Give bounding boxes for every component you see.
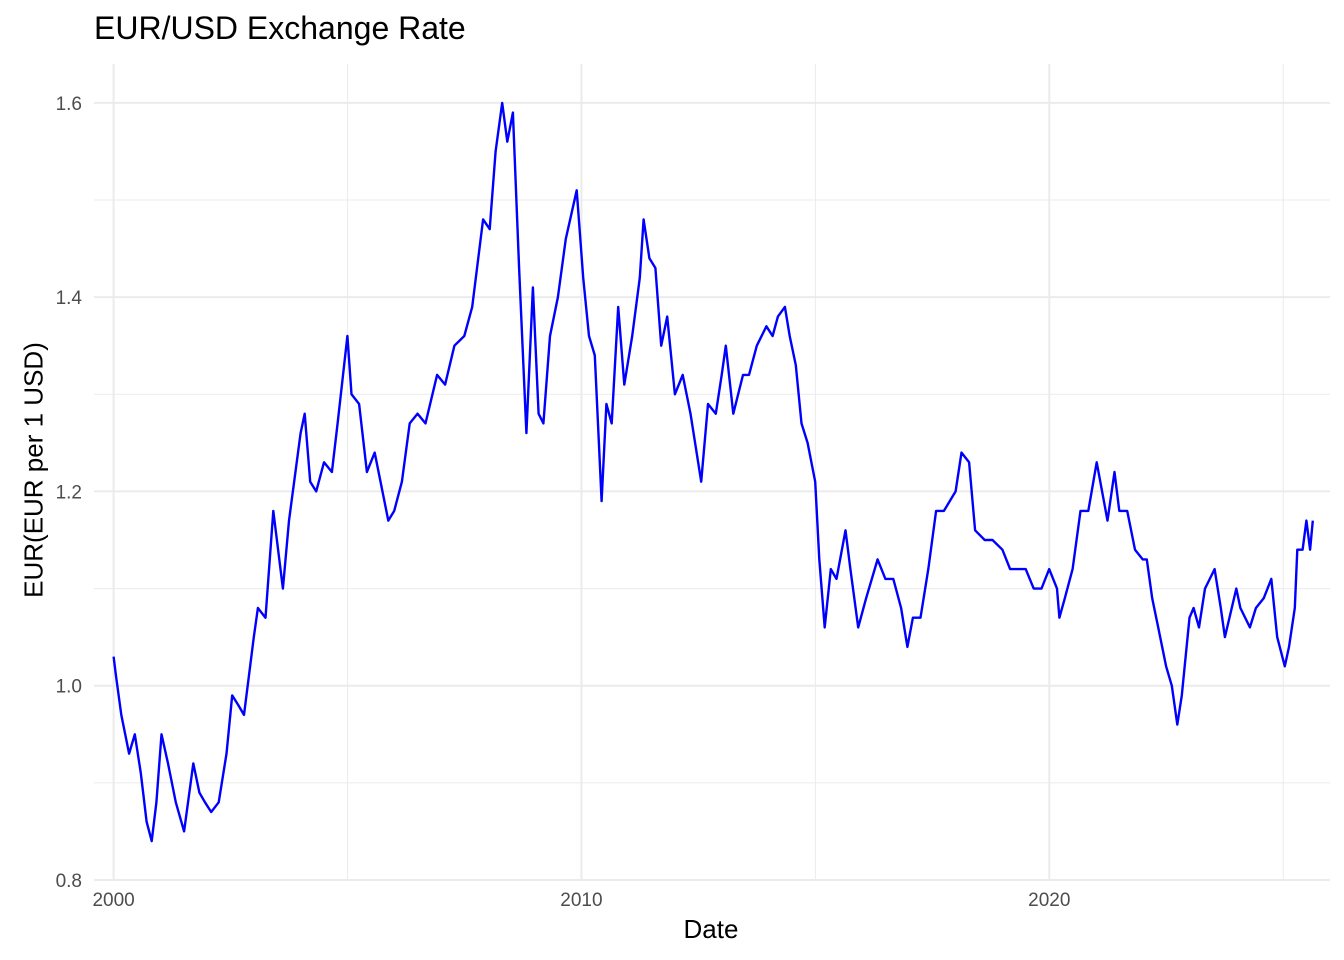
y-tick-label: 0.8 (56, 871, 82, 892)
y-tick-label: 1.0 (56, 677, 82, 698)
y-tick-label: 1.6 (56, 94, 82, 115)
major-gridlines (94, 64, 1330, 881)
chart-title: EUR/USD Exchange Rate (94, 10, 466, 46)
x-tick-labels: 2000 2010 2020 (92, 890, 1070, 911)
exchange-rate-line (112, 101, 1314, 843)
y-tick-labels: 0.8 1.0 1.2 1.4 1.6 (56, 94, 83, 892)
x-tick-label: 2020 (1028, 890, 1070, 911)
minor-gridlines (94, 64, 1330, 880)
x-tick-label: 2000 (92, 890, 134, 911)
x-axis-label: Date (683, 914, 739, 944)
y-tick-label: 1.2 (56, 482, 82, 503)
y-tick-label: 1.4 (56, 288, 83, 309)
series-group (112, 101, 1314, 843)
x-tick-label: 2010 (560, 890, 602, 911)
y-axis-label: EUR(EUR per 1 USD) (18, 342, 49, 598)
